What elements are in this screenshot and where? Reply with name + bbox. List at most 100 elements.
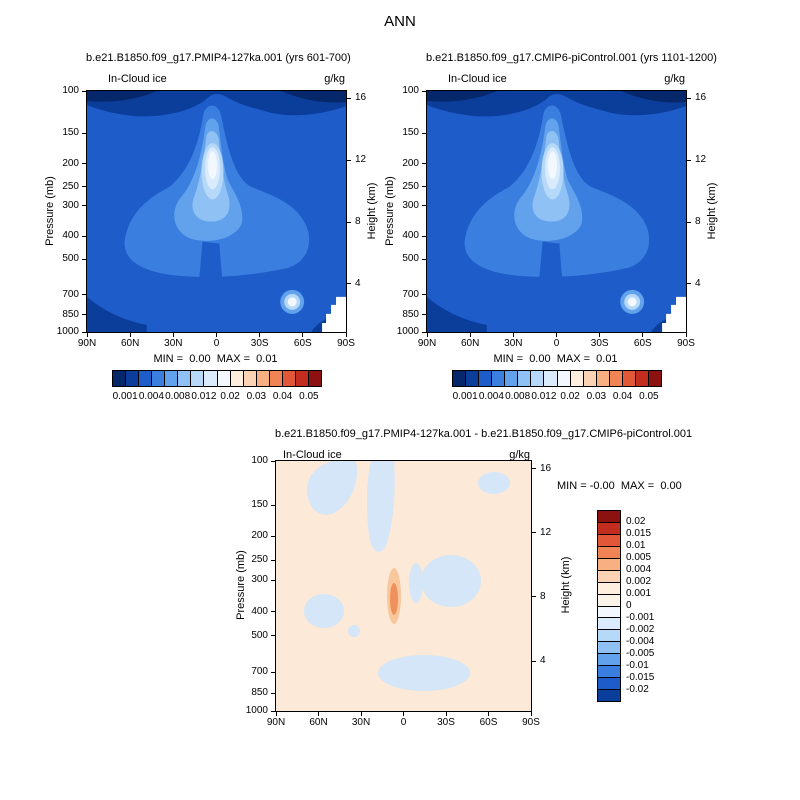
colorbar-cell — [518, 371, 532, 386]
pressure-axis-title: Pressure (mb) — [235, 550, 247, 620]
tick-mark — [530, 711, 532, 716]
tick-mark — [422, 186, 427, 188]
colorbar-cell — [583, 371, 597, 386]
colorbar: 0.02 0.015 0.01 0.005 0.004 0.002 0.001 0 -0.001… — [597, 510, 654, 702]
tick-label: 850 — [62, 308, 79, 320]
plot-area: 100 150 200 250 300 400 500 700 850 1000 16 12 8 4 90N… — [246, 456, 551, 728]
colorbar: 0.001 0.004 0.008 0.012 0.02 0.03 0.04 0.05 — [112, 370, 322, 402]
tick-mark — [422, 132, 427, 134]
tick-mark — [82, 331, 87, 333]
tick-mark — [86, 332, 88, 337]
colorbar-label: 0.015 — [626, 528, 652, 539]
tick-mark — [82, 132, 87, 134]
tick-mark — [531, 660, 536, 662]
tick-label: 500 — [402, 253, 419, 265]
tick-mark — [685, 332, 687, 337]
panel-title: b.e21.B1850.f09_g17.PMIP4-127ka.001 - b.… — [275, 428, 693, 440]
tick-label: 60S — [293, 338, 312, 349]
tick-mark — [82, 163, 87, 165]
tick-mark — [346, 97, 351, 99]
colorbar-cell — [598, 582, 620, 595]
colorbar-cell — [598, 522, 620, 535]
tick-mark — [82, 205, 87, 207]
tick-mark — [345, 332, 347, 337]
tick-mark — [82, 294, 87, 296]
tick-mark — [82, 235, 87, 237]
colorbar-label: 0.012 — [531, 391, 557, 402]
tick-label: 100 — [251, 455, 268, 466]
tick-label: 60S — [479, 717, 498, 728]
tick-mark — [318, 711, 319, 716]
colorbar-cell — [635, 371, 649, 386]
colorbar-cell — [204, 371, 218, 386]
plot-area: 100 150 200 250 300 400 500 700 850 1000 16 12 8 4 90N… — [397, 86, 706, 349]
contour-plot — [276, 461, 531, 711]
height-axis-title: Height (km) — [560, 556, 572, 614]
colorbar-label: 0.05 — [639, 391, 659, 402]
tick-label: 400 — [402, 230, 419, 242]
tick-label: 4 — [540, 655, 546, 667]
tick-mark — [642, 332, 644, 337]
colorbar-label: 0.02 — [560, 391, 580, 402]
colorbar-cell — [598, 534, 620, 547]
tick-label: 90S — [337, 338, 355, 349]
tick-label: 850 — [402, 308, 419, 320]
tick-mark — [422, 90, 427, 92]
panel-pmip4-127ka: b.e21.B1850.f09_g17.PMIP4-127ka.001 (yrs… — [36, 48, 396, 420]
colorbar-cell — [191, 371, 205, 386]
colorbar-cell — [598, 642, 620, 655]
colorbar-label: 0.012 — [191, 391, 217, 402]
colorbar-label: -0.01 — [626, 660, 649, 671]
tick-mark — [556, 332, 557, 337]
colorbar-cell — [598, 678, 620, 691]
colorbar-cell — [557, 371, 571, 386]
tick-label: 150 — [251, 499, 268, 511]
tick-mark — [271, 579, 276, 581]
tick-label: 8 — [355, 216, 361, 227]
tick-label: 150 — [62, 127, 79, 139]
tick-label: 30S — [590, 338, 609, 349]
tick-label: 90S — [677, 338, 695, 349]
tick-label: 12 — [355, 154, 367, 166]
colorbar-cell — [598, 666, 620, 679]
colorbar-cell — [217, 371, 231, 386]
colorbar-cell — [598, 546, 620, 559]
panel-difference: b.e21.B1850.f09_g17.PMIP4-127ka.001 - b.… — [225, 424, 745, 764]
colorbar-label: -0.005 — [626, 648, 655, 659]
pressure-axis-title: Pressure (mb) — [44, 176, 56, 246]
tick-mark — [422, 163, 427, 165]
units-label: g/kg — [664, 73, 685, 85]
tick-mark — [82, 258, 87, 260]
tick-label: 0 — [400, 717, 407, 728]
tick-mark — [172, 332, 174, 337]
colorbar-cell — [126, 371, 140, 386]
colorbar-label: 0 — [626, 600, 632, 611]
colorbar-cell — [598, 511, 620, 523]
colorbar-cells — [452, 370, 662, 387]
tick-label: 90N — [77, 338, 97, 349]
tick-label: 1000 — [245, 705, 268, 716]
tick-mark — [271, 692, 276, 694]
contour-plot — [427, 91, 686, 332]
plot-area: 100 150 200 250 300 400 500 700 850 1000 16 12 8 4 90N… — [57, 86, 366, 349]
tick-mark — [422, 294, 427, 296]
tick-label: 400 — [62, 230, 79, 242]
colorbar-cell — [178, 371, 192, 386]
colorbar-cell — [230, 371, 244, 386]
colorbar-cell — [622, 371, 636, 386]
colorbar-cell — [598, 570, 620, 583]
colorbar-cell — [479, 371, 493, 386]
tick-mark — [531, 596, 536, 598]
tick-label: 500 — [62, 253, 79, 265]
tick-mark — [426, 332, 428, 337]
colorbar-label: 0.01 — [626, 540, 646, 551]
tick-label: 300 — [62, 199, 79, 211]
colorbar-cell — [598, 690, 620, 701]
colorbar-cell — [598, 618, 620, 631]
tick-label: 250 — [251, 554, 268, 566]
pressure-axis-title: Pressure (mb) — [384, 176, 396, 246]
tick-mark — [346, 159, 351, 161]
tick-mark — [422, 331, 427, 333]
colorbar-label: -0.001 — [626, 612, 655, 623]
colorbar-cell — [531, 371, 545, 386]
